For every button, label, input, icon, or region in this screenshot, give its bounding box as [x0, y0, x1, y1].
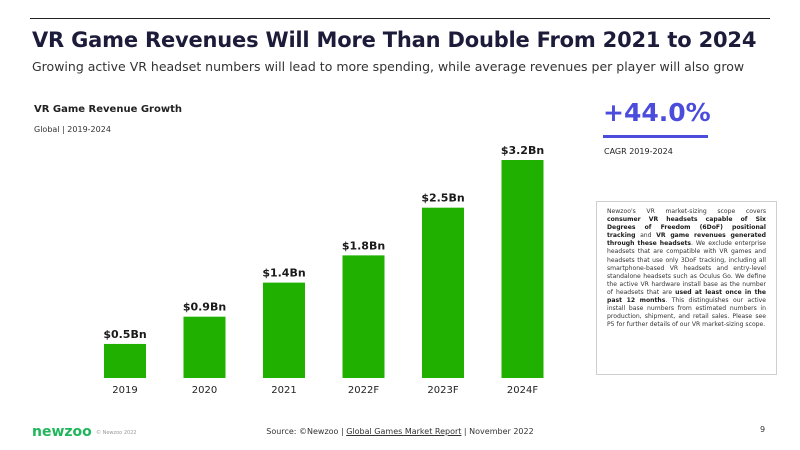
copyright: © Newzoo 2022	[96, 430, 137, 436]
source-prefix: Source: ©Newzoo |	[266, 427, 347, 436]
page-subtitle: Growing active VR headset numbers will l…	[32, 59, 745, 74]
x-tick-2023f: 2023F	[427, 385, 458, 396]
source-suffix: | November 2022	[461, 427, 534, 436]
bar-2019	[104, 343, 146, 378]
chart-subtitle: Global | 2019-2024	[34, 125, 111, 134]
note-text-4: . This distinguishes our active install …	[607, 297, 766, 329]
value-label-2022f: $1.8Bn	[342, 239, 385, 252]
newzoo-logo: newzoo	[32, 424, 92, 440]
bar-2024f	[501, 160, 544, 378]
cagr-underline	[603, 135, 708, 138]
value-label-2019: $0.5Bn	[103, 328, 146, 341]
cagr-value: +44.0%	[603, 98, 711, 127]
x-tick-2019: 2019	[112, 385, 137, 396]
bar-2020	[183, 316, 226, 378]
source-link[interactable]: Global Games Market Report	[346, 427, 462, 436]
x-tick-2021: 2021	[271, 385, 296, 396]
note-bold-2: VR game revenues generated through these…	[607, 232, 767, 248]
x-tick-2024f: 2024F	[507, 385, 538, 396]
cagr-label: CAGR 2019-2024	[604, 147, 673, 156]
value-label-2020: $0.9Bn	[183, 301, 226, 314]
scope-note: Newzoo's VR market-sizing scope covers c…	[596, 201, 777, 375]
page-number: 9	[760, 425, 766, 434]
bar-2023f	[422, 207, 464, 378]
bar-2022f	[342, 255, 385, 378]
x-tick-2020: 2020	[192, 385, 217, 396]
note-bold-3: used at least once in the past 12 months	[607, 288, 766, 305]
page-title: VR Game Revenues Will More Than Double F…	[32, 28, 757, 52]
note-bold-1: consumer VR headsets capable of Six Degr…	[607, 216, 766, 240]
value-label-2023f: $2.5Bn	[421, 192, 464, 205]
note-text-2: and	[635, 232, 657, 240]
bar-2021	[263, 282, 305, 378]
value-label-2021: $1.4Bn	[262, 267, 305, 280]
top-divider	[30, 18, 770, 19]
source-line: Source: ©Newzoo | Global Games Market Re…	[0, 427, 800, 436]
value-label-2024f: $3.2Bn	[501, 144, 544, 157]
chart-title: VR Game Revenue Growth	[34, 104, 182, 115]
note-text-3: . We exclude enterprise headsets that ar…	[607, 240, 766, 296]
note-text-1: Newzoo's VR market-sizing scope covers	[607, 208, 766, 215]
x-tick-2022f: 2022F	[348, 385, 379, 396]
